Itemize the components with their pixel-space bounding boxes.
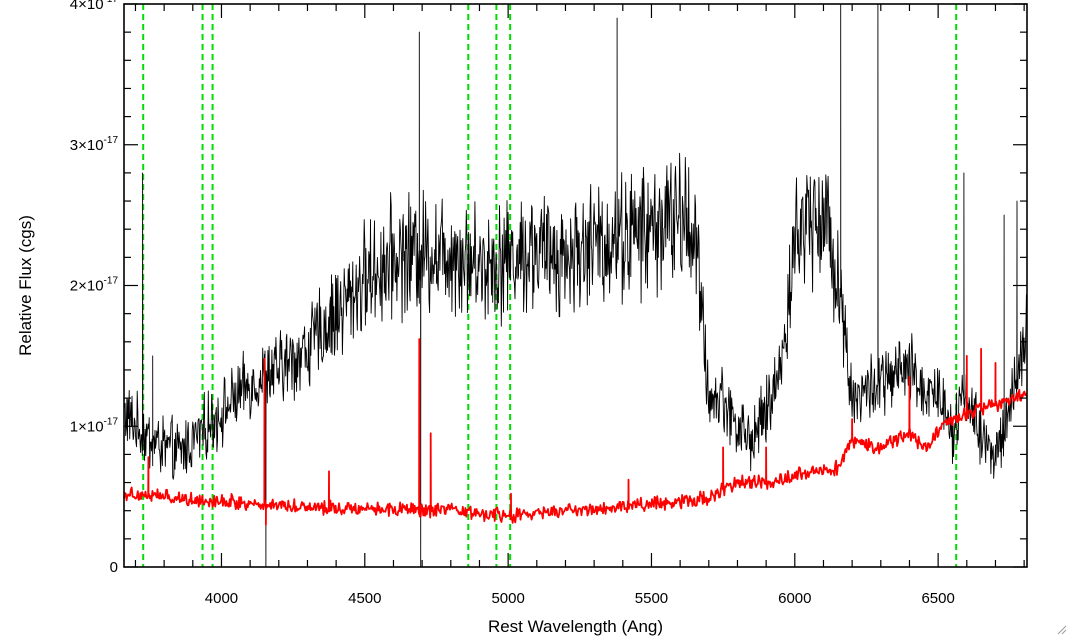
x-tick-label: 5000: [491, 590, 524, 607]
series-layer: [123, 3, 1028, 568]
x-axis-label: Rest Wavelength (Ang): [488, 617, 663, 636]
x-tick-label: 4000: [205, 590, 238, 607]
x-tick-label: 5500: [635, 590, 668, 607]
x-tick-label: 6000: [778, 590, 811, 607]
y-tick-label: 2×10-17: [70, 276, 119, 295]
resize-grip-icon[interactable]: [1055, 623, 1067, 635]
y-tick-label: 3×10-17: [70, 135, 119, 154]
axis-tick-labels: 4000 4500 5000 5500 6000 6500 0 1×10-17 2×10-17 3…: [70, 0, 955, 607]
series-line-1: [123, 3, 1028, 568]
x-tick-label: 6500: [921, 590, 954, 607]
y-axis-label: Relative Flux (cgs): [16, 215, 35, 356]
y-tick-label: 4×10-17: [70, 0, 119, 13]
axis-ticks: [124, 3, 1027, 568]
x-tick-label: 4500: [348, 590, 381, 607]
y-tick-label: 1×10-17: [70, 416, 119, 435]
series-line-2: [123, 338, 1028, 526]
y-tick-label: 0: [110, 559, 118, 576]
